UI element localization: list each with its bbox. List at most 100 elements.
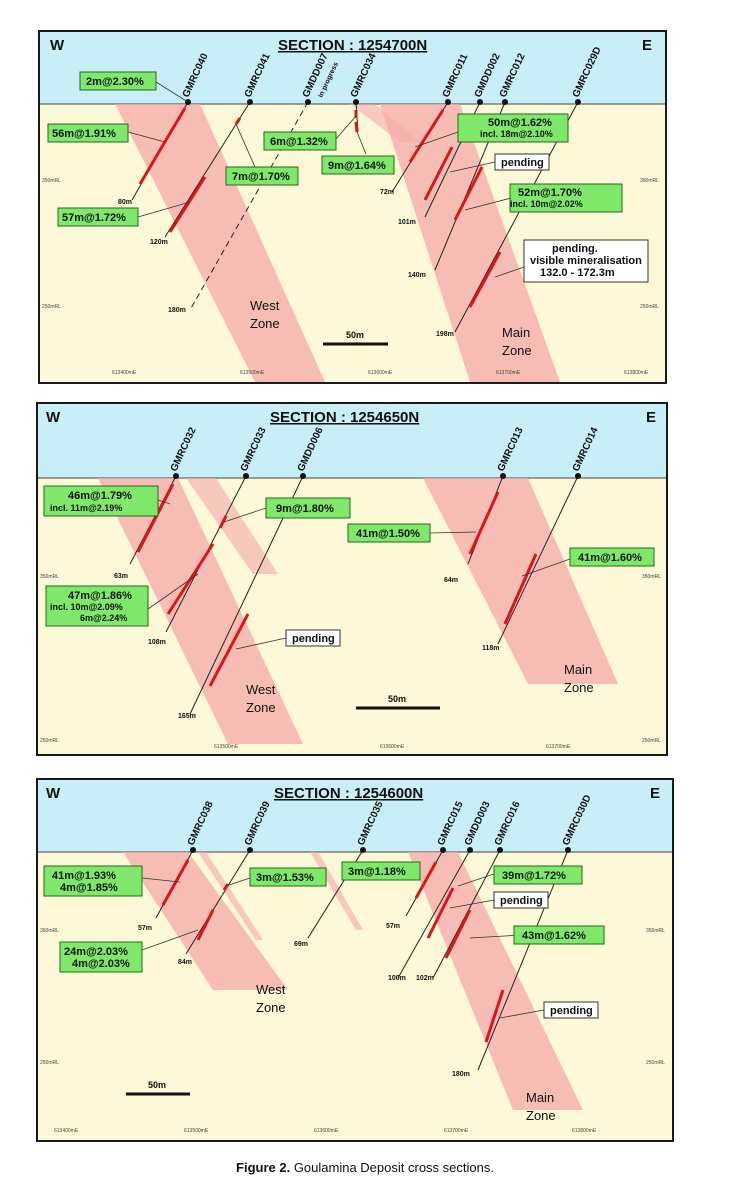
assay-label: 4m@2.03%	[72, 958, 130, 970]
assay-label: 24m@2.03%	[64, 946, 128, 958]
zone-label: West	[256, 982, 286, 997]
section-panel-1254700n: GMRC040 GMRC041 GMDD007 GMRC034 GMRC011 …	[38, 30, 667, 384]
west-zone-shape	[98, 478, 303, 744]
section-title: SECTION : 1254650N	[270, 409, 419, 426]
east-tick: 613700mE	[496, 370, 521, 376]
assay-label: 41m@1.50%	[356, 528, 420, 540]
depth-label: 140m	[408, 272, 426, 279]
zone-label: Zone	[250, 316, 280, 331]
west-marker: W	[46, 785, 61, 802]
east-tick: 613800mE	[572, 1128, 597, 1134]
assay-label: 50m@1.62%	[488, 117, 552, 129]
depth-label: 63m	[114, 573, 128, 580]
rl-tick: 350mRL	[646, 928, 665, 934]
assay-sub-label: incl. 18m@2.10%	[480, 129, 553, 139]
east-tick: 613500mE	[214, 744, 239, 750]
depth-label: 101m	[398, 219, 416, 226]
depth-label: 180m	[452, 1071, 470, 1078]
depth-label: 72m	[380, 189, 394, 196]
depth-label: 64m	[444, 577, 458, 584]
main-zone-shape	[423, 478, 618, 684]
pending-label: pending	[550, 1005, 593, 1017]
east-tick: 613400mE	[112, 370, 137, 376]
assay-label: 7m@1.70%	[232, 171, 290, 183]
main-zone-shape	[380, 104, 560, 382]
depth-label: 120m	[150, 239, 168, 246]
section-3-diagram: GMRC038 GMRC039 GMRC035 GMRC015 GMDD003 …	[38, 780, 672, 1134]
depth-label: 57m	[386, 923, 400, 930]
rl-tick: 250mRL	[640, 304, 659, 310]
zone-label: West	[246, 682, 276, 697]
depth-label: 57m	[138, 925, 152, 932]
depth-label: 165m	[178, 713, 196, 720]
depth-label: 108m	[148, 639, 166, 646]
west-marker: W	[46, 409, 61, 426]
assay-label: 57m@1.72%	[62, 212, 126, 224]
pending-range: 132.0 - 172.3m	[540, 267, 615, 279]
assay-label: 39m@1.72%	[502, 870, 566, 882]
assay-sub-label: 6m@2.24%	[80, 613, 127, 623]
east-tick: 613800mE	[624, 370, 649, 376]
west-zone-shape	[123, 852, 288, 990]
east-tick: 613500mE	[240, 370, 265, 376]
pending-label: pending	[292, 633, 335, 645]
depth-label: 180m	[168, 307, 186, 314]
zone-label: West	[250, 298, 280, 313]
assay-label: 56m@1.91%	[52, 128, 116, 140]
depth-label: 80m	[118, 199, 132, 206]
rl-tick: 250mRL	[642, 738, 661, 744]
east-tick: 613700mE	[546, 744, 571, 750]
section-panel-1254650n: GMRC032 GMRC033 GMDD006 GMRC013 GMRC014 …	[36, 402, 668, 756]
east-marker: E	[650, 785, 660, 802]
east-tick: 613500mE	[184, 1128, 209, 1134]
east-tick: 613700mE	[444, 1128, 469, 1134]
east-tick: 613600mE	[368, 370, 393, 376]
zone-label: Zone	[256, 1000, 286, 1015]
pending-note: visible mineralisation	[530, 255, 642, 267]
scale-label: 50m	[346, 330, 364, 340]
zone-label: Main	[502, 325, 530, 340]
section-2-diagram: GMRC032 GMRC033 GMDD006 GMRC013 GMRC014 …	[38, 404, 666, 750]
assay-label: 41m@1.93%	[52, 870, 116, 882]
section-1-diagram: GMRC040 GMRC041 GMDD007 GMRC034 GMRC011 …	[40, 32, 665, 382]
pending-label: pending	[501, 157, 544, 169]
assay-label: 9m@1.64%	[328, 160, 386, 172]
depth-label: 102m	[416, 975, 434, 982]
sky-band	[38, 404, 666, 478]
zone-label: Zone	[564, 680, 594, 695]
rl-tick: 350mRL	[40, 928, 59, 934]
section-title: SECTION : 1254700N	[278, 37, 427, 54]
section-panel-1254600n: GMRC038 GMRC039 GMRC035 GMRC015 GMDD003 …	[36, 778, 674, 1142]
assay-label: 9m@1.80%	[276, 503, 334, 515]
depth-label: 198m	[436, 331, 454, 338]
west-zone-shape	[115, 104, 325, 382]
east-tick: 613600mE	[380, 744, 405, 750]
rl-tick: 350mRL	[42, 178, 61, 184]
east-marker: E	[646, 409, 656, 426]
depth-label: 118m	[482, 645, 500, 652]
section-title: SECTION : 1254600N	[274, 785, 423, 802]
assay-label: 52m@1.70%	[518, 187, 582, 199]
rl-tick: 350mRL	[642, 574, 661, 580]
assay-sub-label: incl. 10m@2.09%	[50, 602, 123, 612]
zone-label: Zone	[502, 343, 532, 358]
scale-label: 50m	[148, 1080, 166, 1090]
pending-label: pending.	[552, 243, 598, 255]
assay-sub-label: incl. 11m@2.19%	[50, 503, 122, 513]
rl-tick: 250mRL	[646, 1060, 665, 1066]
rl-tick: 250mRL	[42, 304, 61, 310]
assay-label: 46m@1.79%	[68, 490, 132, 502]
depth-label: 100m	[388, 975, 406, 982]
assay-label: 43m@1.62%	[522, 930, 586, 942]
east-marker: E	[642, 37, 652, 54]
rl-tick: 250mRL	[40, 738, 59, 744]
assay-label: 3m@1.18%	[348, 866, 406, 878]
assay-label: 2m@2.30%	[86, 76, 144, 88]
sky-band	[40, 32, 665, 104]
zone-label: Main	[564, 662, 592, 677]
zone-label: Zone	[526, 1108, 556, 1123]
caption-text: Goulamina Deposit cross sections.	[290, 1160, 494, 1175]
assay-label: 4m@1.85%	[60, 882, 118, 894]
sky-band	[38, 780, 672, 852]
depth-label: 84m	[178, 959, 192, 966]
